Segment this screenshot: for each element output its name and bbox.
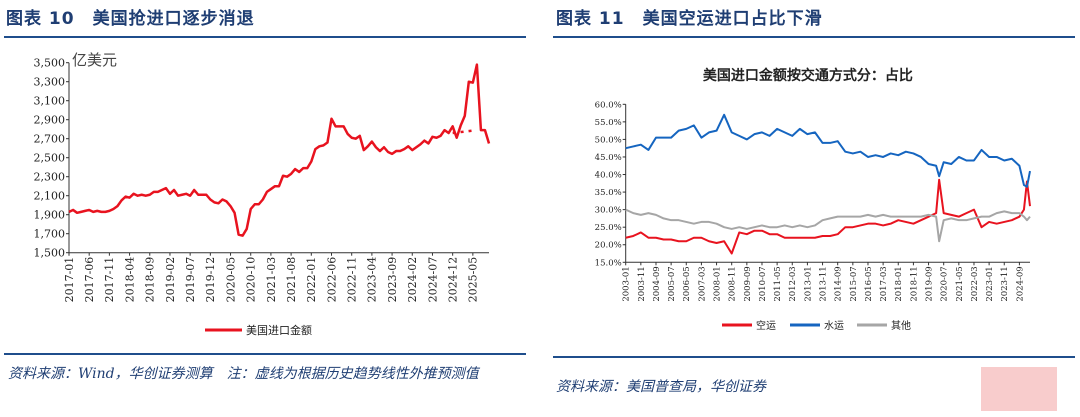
left-x-tick-label: 2025-05 [467, 257, 480, 303]
right-x-tick-label: 2013-11 [819, 266, 829, 301]
right-x-tick-label: 2003-11 [637, 266, 647, 301]
left-legend-label: 美国进口金额 [246, 323, 312, 337]
left-y-tick-label: 1,700 [34, 228, 66, 241]
right-x-tick-label: 2003-01 [622, 266, 632, 301]
right-x-tick-label: 2018-11 [909, 266, 919, 301]
left-unit-label: 亿美元 [72, 51, 117, 69]
right-legend-label: 其他 [891, 319, 911, 332]
right-x-tick-label: 2015-07 [849, 266, 859, 301]
left-x-tick-label: 2022-06 [325, 257, 338, 303]
right-source-note: 资料来源：美国普查局，华创证券 [556, 379, 766, 395]
right-x-tick-label: 2017-03 [879, 266, 889, 301]
right-x-tick-label: 2010-07 [758, 266, 768, 301]
right-figure-title: 图表 11 美国空运进口占比下滑 [556, 9, 823, 29]
right-x-tick-label: 2009-09 [743, 266, 753, 301]
right-x-tick-label: 2012-03 [788, 266, 798, 301]
right-x-tick-label: 2008-01 [713, 266, 723, 301]
watermark-logo [981, 367, 1057, 411]
right-x-tick-label: 2011-05 [773, 266, 783, 301]
left-x-tick-label: 2017-11 [103, 257, 116, 303]
left-title-divider [4, 36, 526, 38]
left-x-tick-label: 2024-12 [447, 257, 460, 303]
left-y-tick-label: 2,300 [34, 171, 66, 184]
right-x-tick-label: 2023-01 [985, 266, 995, 301]
right-y-tick-label: 60.0% [595, 100, 622, 110]
left-x-tick-label: 2021-03 [265, 257, 278, 303]
left-projection-line [452, 129, 473, 135]
right-x-tick-label: 2020-07 [940, 266, 950, 301]
left-x-tick-label: 2023-09 [386, 257, 399, 303]
left-source-divider [4, 353, 526, 355]
right-y-tick-label: 55.0% [595, 118, 622, 128]
right-y-tick-label: 30.0% [595, 206, 622, 216]
left-x-tick-label: 2022-01 [305, 257, 318, 303]
left-source-note: 资料来源：Wind，华创证券测算 注：虚线为根据历史趋势线性外推预测值 [8, 366, 479, 382]
left-x-tick-label: 2021-08 [285, 257, 298, 303]
left-x-tick-label: 2019-02 [164, 257, 177, 303]
right-y-tick-label: 25.0% [595, 223, 622, 233]
right-x-tick-label: 2006-05 [682, 266, 692, 301]
left-x-tick-label: 2024-02 [406, 257, 419, 303]
left-x-tick-label: 2020-05 [224, 257, 237, 303]
left-y-tick-label: 1,900 [34, 209, 66, 222]
left-y-tick-label: 2,500 [34, 152, 66, 165]
left-x-tick-label: 2024-07 [426, 257, 439, 303]
right-x-tick-label: 2019-09 [925, 266, 935, 301]
right-x-tick-label: 2005-07 [667, 266, 677, 301]
right-y-tick-label: 15.0% [595, 258, 622, 268]
right-source-divider [553, 356, 1075, 358]
right-x-tick-label: 2013-01 [803, 266, 813, 301]
right-chart-title: 美国进口金额按交通方式分：占比 [703, 67, 913, 84]
left-y-tick-label: 1,500 [34, 247, 66, 260]
right-series-line-0 [625, 178, 1031, 255]
right-legend-label: 空运 [756, 319, 776, 332]
left-figure-title: 图表 10 美国抢进口逐步消退 [6, 9, 255, 29]
left-x-tick-label: 2022-11 [346, 257, 359, 303]
right-y-tick-label: 45.0% [595, 153, 622, 163]
right-y-tick-label: 40.0% [595, 170, 622, 180]
right-y-tick-label: 35.0% [595, 188, 622, 198]
left-y-tick-label: 3,300 [34, 76, 66, 89]
right-x-tick-label: 2008-11 [728, 266, 738, 301]
right-x-tick-label: 2004-09 [652, 266, 662, 301]
left-x-tick-label: 2019-07 [184, 257, 197, 303]
left-y-tick-label: 3,100 [34, 95, 66, 108]
right-x-tick-label: 2023-11 [1000, 266, 1010, 301]
right-x-tick-label: 2022-03 [970, 266, 980, 301]
right-title-divider [553, 36, 1075, 38]
right-y-tick-label: 50.0% [595, 135, 622, 145]
right-x-tick-label: 2024-09 [1015, 266, 1025, 301]
left-x-tick-label: 2020-10 [245, 257, 258, 303]
left-x-tick-label: 2023-04 [366, 257, 379, 303]
right-x-tick-label: 2016-05 [864, 266, 874, 301]
right-legend-label: 水运 [824, 320, 844, 332]
left-y-tick-label: 2,900 [34, 114, 66, 127]
left-x-tick-label: 2017-01 [63, 257, 76, 303]
left-x-tick-label: 2017-06 [83, 257, 96, 303]
left-y-tick-label: 3,500 [34, 57, 66, 70]
left-y-tick-label: 2,100 [34, 190, 66, 203]
right-x-tick-label: 2007-03 [697, 266, 707, 301]
left-y-tick-label: 2,700 [34, 133, 66, 146]
right-y-tick-label: 20.0% [595, 241, 622, 251]
left-x-tick-label: 2019-12 [204, 257, 217, 303]
right-series-line-1 [625, 113, 1031, 188]
left-series-line [68, 63, 491, 237]
right-x-tick-label: 2021-05 [955, 266, 965, 301]
right-x-tick-label: 2018-01 [894, 266, 904, 301]
right-x-tick-label: 2014-09 [834, 266, 844, 301]
left-x-tick-label: 2018-04 [123, 257, 136, 303]
left-x-tick-label: 2018-09 [144, 257, 157, 303]
